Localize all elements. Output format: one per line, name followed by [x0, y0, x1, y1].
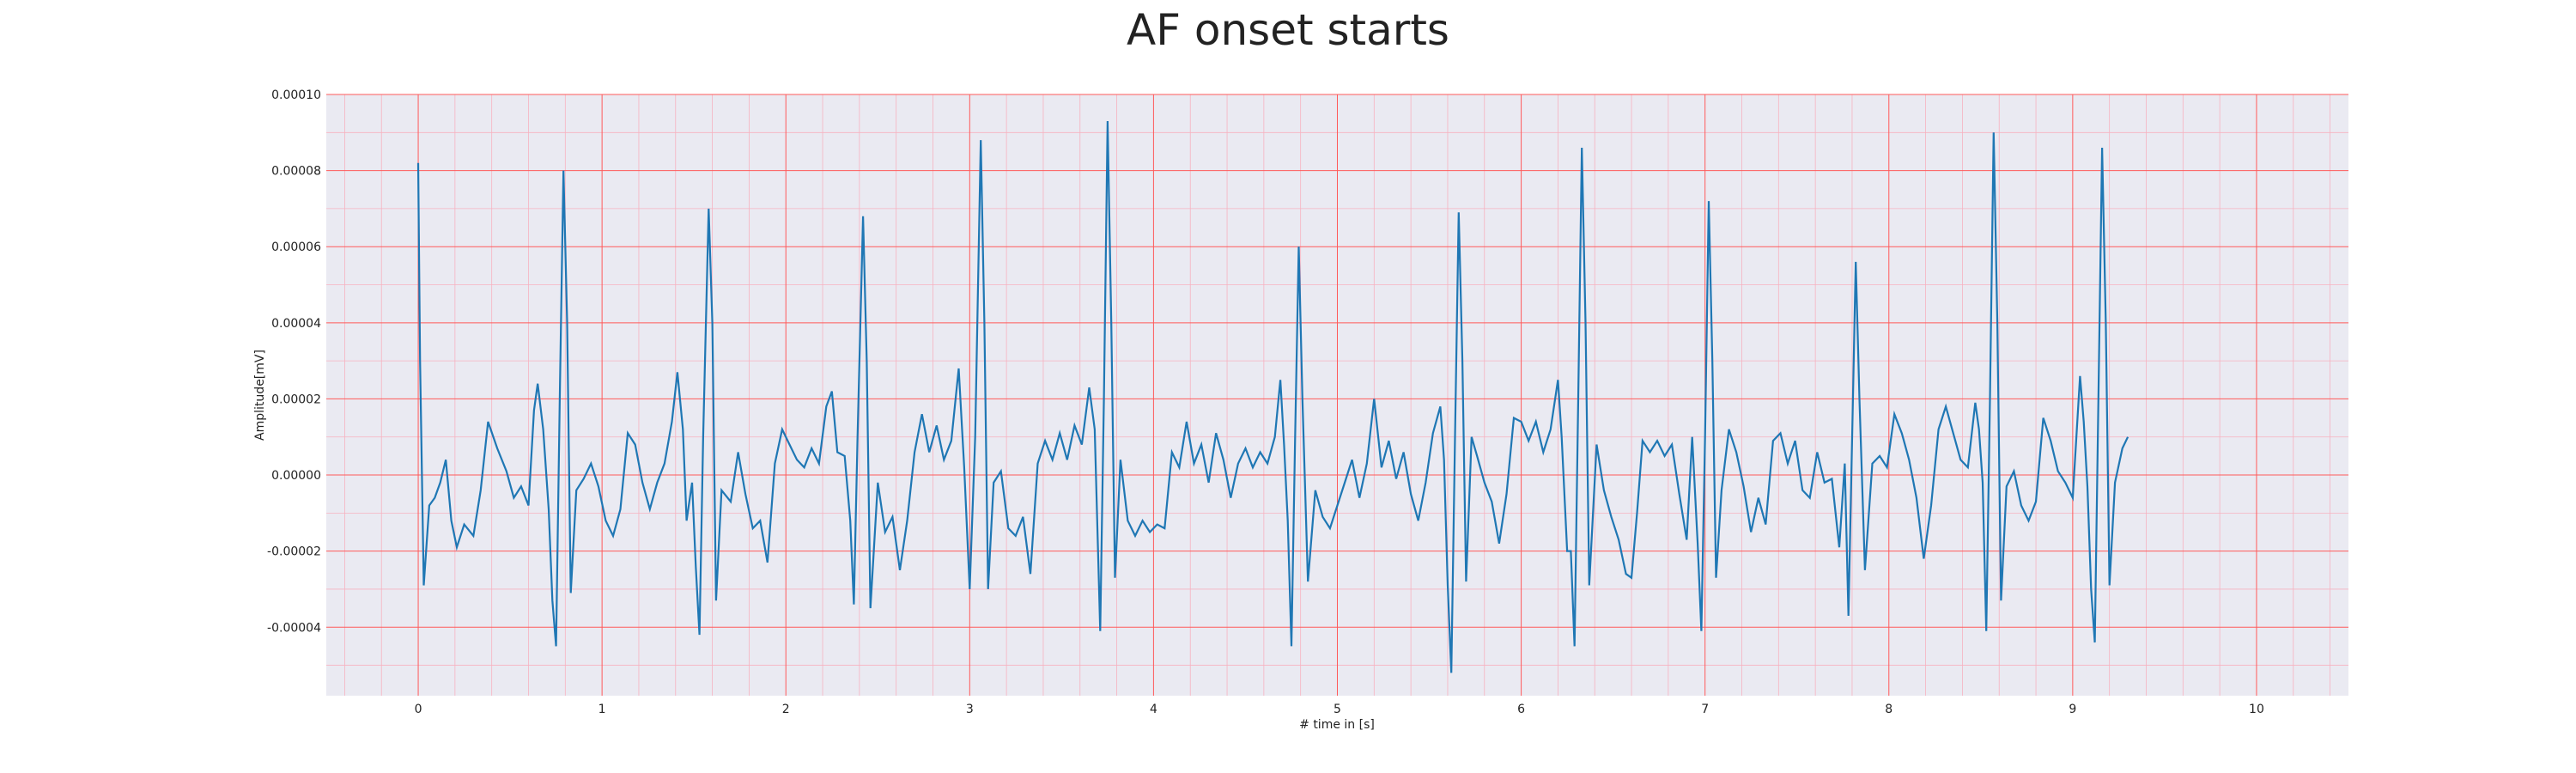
x-tick-label: 7: [1701, 703, 1709, 716]
x-tick-label: 2: [782, 703, 790, 716]
y-tick-label: 0.00000: [271, 469, 321, 483]
y-tick-label: 0.00010: [271, 88, 321, 102]
signal-line: [416, 120, 2129, 673]
major-grid: [326, 94, 2348, 696]
y-axis-label: Amplitude[mV]: [253, 350, 267, 441]
chart-title: AF onset starts: [1127, 5, 1449, 55]
x-tick-label: 0: [415, 703, 422, 716]
x-tick-label: 6: [1517, 703, 1525, 716]
x-tick-label: 10: [2249, 703, 2264, 716]
x-tick-label: 1: [598, 703, 606, 716]
x-tick-label: 9: [2069, 703, 2076, 716]
x-tick-label: 8: [1885, 703, 1893, 716]
y-tick-label: 0.00008: [271, 165, 321, 179]
x-axis-ticks: 0 1 2 3 4 5 6 7 8 9 10: [415, 703, 2264, 716]
x-tick-label: 4: [1150, 703, 1157, 716]
x-axis-label: # time in [s]: [1299, 718, 1375, 732]
x-tick-label: 5: [1334, 703, 1341, 716]
y-tick-label: 0.00002: [271, 393, 321, 406]
y-tick-label: -0.00004: [267, 621, 321, 635]
x-tick-label: 3: [966, 703, 974, 716]
y-tick-label: -0.00002: [267, 545, 321, 559]
y-tick-label: 0.00004: [271, 317, 321, 331]
y-tick-label: 0.00006: [271, 240, 321, 254]
y-axis-ticks: -0.00004 -0.00002 0.00000 0.00002 0.00004 0.0…: [267, 88, 321, 635]
